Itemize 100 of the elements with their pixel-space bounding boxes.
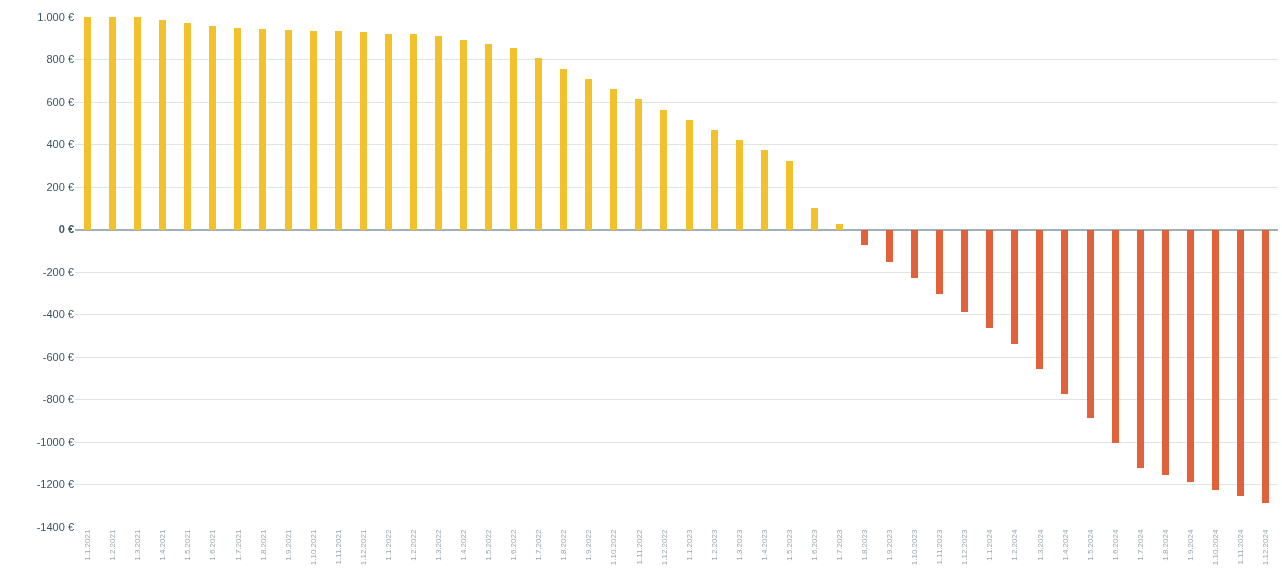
x-tick-label: 1.7.2022	[534, 529, 544, 561]
bar	[84, 17, 92, 230]
bar	[1086, 229, 1094, 419]
bar	[485, 44, 493, 230]
x-tick-label: 1.3.2023	[734, 529, 744, 561]
bar	[760, 150, 768, 230]
bar	[209, 25, 217, 230]
y-tick-label: 0 €	[58, 223, 74, 236]
y-tick-label: 400 €	[46, 138, 74, 151]
x-tick-label: 1.4.2024	[1060, 529, 1070, 561]
x-tick-label: 1.10.2021	[308, 529, 318, 566]
bar	[560, 68, 568, 230]
bar	[860, 229, 868, 245]
x-tick-label: 1.3.2024	[1035, 529, 1045, 561]
x-tick-label: 1.12.2024	[1261, 529, 1271, 566]
x-tick-label: 1.10.2023	[910, 529, 920, 566]
x-tick-label: 1.6.2023	[809, 529, 819, 561]
bar	[735, 140, 743, 230]
x-tick-label: 1.1.2022	[383, 529, 393, 561]
y-tick-label: 800 €	[46, 53, 74, 66]
y-tick-label: -1200 €	[36, 478, 74, 491]
bar	[936, 229, 944, 294]
bar	[785, 160, 793, 230]
x-tick-label: 1.5.2022	[484, 529, 494, 561]
bar	[911, 229, 919, 279]
y-tick-label: -800 €	[42, 393, 74, 406]
bar	[986, 229, 994, 328]
bar	[1236, 229, 1244, 497]
x-tick-label: 1.8.2022	[559, 529, 569, 561]
bar	[685, 119, 693, 230]
x-tick-label: 1.2.2024	[1010, 529, 1020, 561]
bar	[334, 31, 342, 230]
y-tick-label: -1000 €	[36, 435, 74, 448]
bar	[1161, 229, 1169, 475]
x-tick-label: 1.7.2021	[233, 529, 243, 561]
bar	[961, 229, 969, 312]
x-tick-label: 1.8.2023	[860, 529, 870, 561]
x-tick-label: 1.9.2021	[283, 529, 293, 561]
x-tick-label: 1.9.2023	[885, 529, 895, 561]
bar	[1186, 229, 1194, 482]
x-tick-label: 1.3.2022	[434, 529, 444, 561]
y-tick-label: 600 €	[46, 95, 74, 108]
bar	[359, 32, 367, 230]
x-tick-label: 1.2.2023	[709, 529, 719, 561]
bar	[384, 33, 392, 230]
x-tick-label: 1.1.2023	[684, 529, 694, 561]
x-tick-label: 1.7.2024	[1135, 529, 1145, 561]
x-tick-label: 1.11.2024	[1236, 529, 1246, 565]
bar	[184, 22, 192, 230]
x-tick-label: 1.12.2023	[960, 529, 970, 566]
bar	[886, 229, 894, 263]
x-tick-label: 1.4.2021	[158, 529, 168, 561]
x-tick-label: 1.5.2024	[1085, 529, 1095, 561]
bar	[434, 35, 442, 230]
x-tick-label: 1.8.2021	[258, 529, 268, 561]
x-tick-label: 1.1.2024	[985, 529, 995, 561]
bar	[284, 29, 292, 230]
bar	[510, 47, 518, 230]
y-tick-label: -600 €	[42, 350, 74, 363]
x-tick-label: 1.10.2022	[609, 529, 619, 566]
bar	[1011, 229, 1019, 345]
x-tick-label: 1.4.2023	[759, 529, 769, 561]
x-tick-label: 1.5.2023	[784, 529, 794, 561]
bar	[1036, 229, 1044, 369]
x-tick-label: 1.8.2024	[1160, 529, 1170, 561]
x-tick-label: 1.7.2023	[835, 529, 845, 561]
x-tick-label: 1.2.2022	[408, 529, 418, 561]
x-tick-label: 1.11.2021	[333, 529, 343, 565]
y-tick-label: -400 €	[42, 308, 74, 321]
x-tick-label: 1.12.2021	[358, 529, 368, 566]
x-tick-label: 1.6.2021	[208, 529, 218, 561]
x-tick-label: 1.11.2022	[634, 529, 644, 565]
x-tick-label: 1.10.2024	[1210, 529, 1220, 566]
x-tick-label: 1.2.2021	[108, 529, 118, 561]
bar	[109, 17, 117, 230]
y-tick-label: 1.000 €	[37, 10, 74, 23]
x-tick-label: 1.5.2021	[183, 529, 193, 561]
x-tick-label: 1.9.2024	[1185, 529, 1195, 561]
x-tick-label: 1.12.2022	[659, 529, 669, 566]
bar	[234, 27, 242, 230]
y-tick-label: -200 €	[42, 265, 74, 278]
y-tick-label: -1400 €	[36, 520, 74, 533]
bar	[635, 99, 643, 230]
x-tick-label: 1.6.2022	[509, 529, 519, 561]
bar	[835, 223, 843, 230]
bar	[1211, 229, 1219, 490]
x-tick-label: 1.9.2022	[584, 529, 594, 561]
bar	[134, 17, 142, 230]
bar	[259, 28, 267, 230]
bar	[660, 110, 668, 230]
bar	[159, 20, 167, 230]
x-tick-label: 1.3.2021	[133, 529, 143, 561]
bar	[710, 130, 718, 230]
bar	[309, 30, 317, 230]
bar	[810, 207, 818, 230]
bar	[1261, 229, 1269, 504]
x-tick-label: 1.1.2021	[83, 529, 93, 561]
bar	[459, 39, 467, 230]
x-tick-label: 1.4.2022	[459, 529, 469, 561]
bar	[409, 34, 417, 230]
